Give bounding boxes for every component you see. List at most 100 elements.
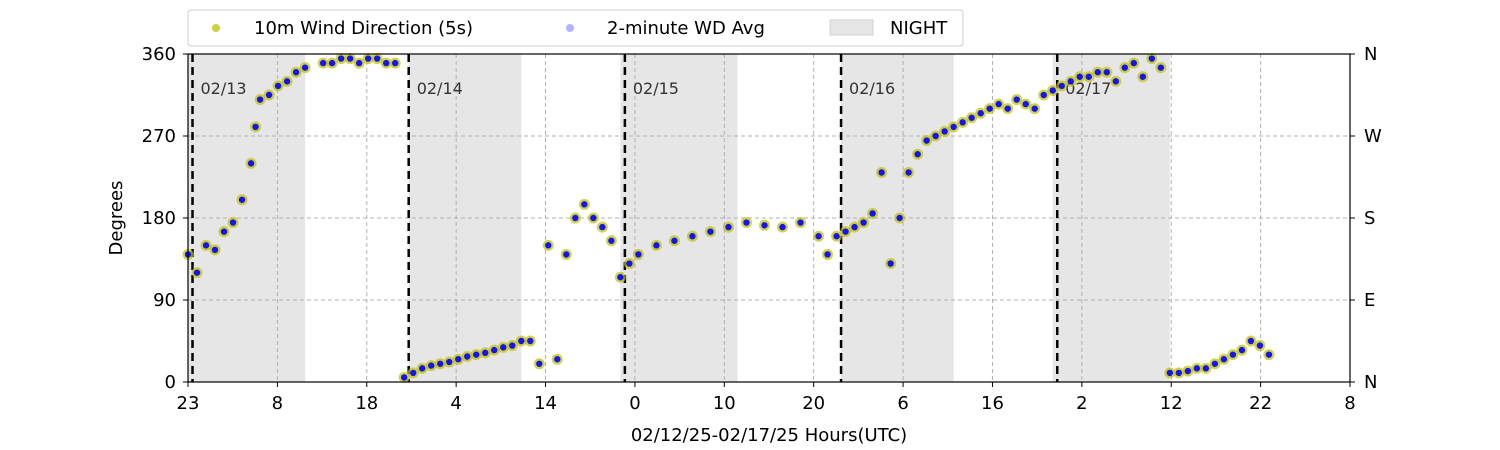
day-marker-layer: 02/13 02/14 02/15 02/16 02/17 — [191, 54, 1111, 382]
x-tick-label: 8 — [272, 393, 283, 414]
data-point — [1175, 369, 1183, 377]
data-point — [202, 242, 210, 249]
data-point — [689, 233, 696, 240]
data-point — [995, 100, 1002, 108]
day-marker-label: 02/15 — [633, 79, 679, 98]
data-point — [896, 214, 903, 222]
data-point — [337, 55, 345, 62]
data-point — [599, 223, 606, 231]
data-point — [1067, 78, 1074, 85]
data-point — [1211, 360, 1219, 367]
data-point — [1247, 337, 1255, 345]
data-point — [491, 346, 498, 354]
legend-label-night: NIGHT — [890, 18, 948, 39]
legend-frame — [187, 9, 964, 47]
data-point — [887, 260, 894, 267]
right-tick-label: W — [1364, 126, 1382, 147]
data-point — [1256, 342, 1264, 349]
y-tick-label: 0 — [165, 372, 176, 393]
day-marker-label: 02/17 — [1065, 79, 1111, 98]
data-point — [518, 337, 525, 345]
x-tick-label: 14 — [534, 393, 557, 414]
data-point — [1013, 96, 1020, 103]
right-tick-label: N — [1364, 44, 1377, 65]
data-point — [301, 64, 309, 71]
data-point — [1265, 351, 1273, 358]
x-tick-label: 20 — [802, 393, 825, 414]
data-point — [707, 228, 714, 235]
data-point — [1184, 367, 1192, 375]
data-point — [1130, 59, 1138, 67]
y-axis-label: Degrees — [106, 181, 127, 256]
data-point — [446, 358, 453, 366]
data-point — [238, 196, 246, 203]
x-tick-label: 10 — [713, 393, 736, 414]
data-point — [950, 123, 957, 131]
legend-marker-wind-direction — [212, 24, 220, 32]
data-point — [860, 219, 867, 226]
y-tick-label: 360 — [142, 44, 176, 65]
data-point — [1094, 69, 1101, 76]
data-point — [554, 356, 561, 363]
data-point — [833, 233, 840, 240]
data-point — [193, 269, 201, 276]
x-tick-label: 22 — [1249, 393, 1272, 414]
x-tick-label: 12 — [1160, 393, 1183, 414]
y-tick-label: 180 — [142, 208, 176, 229]
data-point — [1085, 73, 1092, 80]
x-tick-label: 6 — [897, 393, 908, 414]
data-point — [986, 105, 993, 112]
data-point — [536, 360, 543, 367]
day-marker-label: 02/16 — [849, 79, 895, 98]
data-point — [590, 214, 597, 222]
x-tick-label: 2 — [1076, 393, 1087, 414]
chart-legend: 10m Wind Direction (5s) 2-minute WD Avg … — [187, 9, 964, 47]
data-point — [581, 201, 588, 208]
data-point — [671, 237, 678, 244]
data-point — [455, 356, 462, 363]
legend-patch-night — [829, 19, 874, 36]
data-point — [400, 374, 408, 381]
data-point — [1049, 87, 1056, 94]
data-point — [779, 223, 786, 231]
data-point — [1112, 78, 1119, 85]
data-point — [220, 228, 228, 235]
data-point — [851, 223, 858, 231]
data-point — [932, 132, 939, 140]
legend-label-wd-avg: 2-minute WD Avg — [607, 18, 765, 39]
data-point — [256, 96, 264, 103]
data-point — [1202, 365, 1210, 372]
data-point — [509, 342, 516, 349]
data-point — [355, 59, 363, 67]
data-point — [437, 360, 444, 367]
data-point — [1193, 365, 1201, 372]
data-point — [1121, 64, 1129, 71]
data-point — [409, 369, 417, 377]
data-point — [1238, 346, 1246, 354]
y-tick-label: 270 — [142, 126, 176, 147]
data-point — [968, 114, 975, 121]
x-tick-label: 23 — [177, 393, 200, 414]
x-tick-label: 4 — [450, 393, 461, 414]
data-point — [265, 91, 273, 99]
right-tick-label: S — [1364, 208, 1375, 229]
data-point — [1031, 105, 1038, 112]
data-point — [635, 251, 642, 258]
data-point — [608, 237, 615, 244]
data-point — [797, 219, 804, 226]
data-point — [1076, 73, 1083, 80]
data-point — [905, 169, 912, 176]
data-point — [473, 351, 480, 358]
data-point — [1148, 55, 1156, 62]
data-point — [229, 219, 237, 226]
data-point — [391, 59, 399, 67]
x-tick-label: 16 — [981, 393, 1004, 414]
data-point — [824, 251, 831, 258]
day-marker-label: 02/13 — [201, 79, 247, 98]
data-point — [1058, 82, 1065, 90]
data-point — [941, 128, 948, 135]
data-point — [247, 160, 255, 167]
data-point — [617, 274, 624, 281]
day-marker-label: 02/14 — [417, 79, 463, 98]
right-tick-label: N — [1364, 372, 1377, 393]
